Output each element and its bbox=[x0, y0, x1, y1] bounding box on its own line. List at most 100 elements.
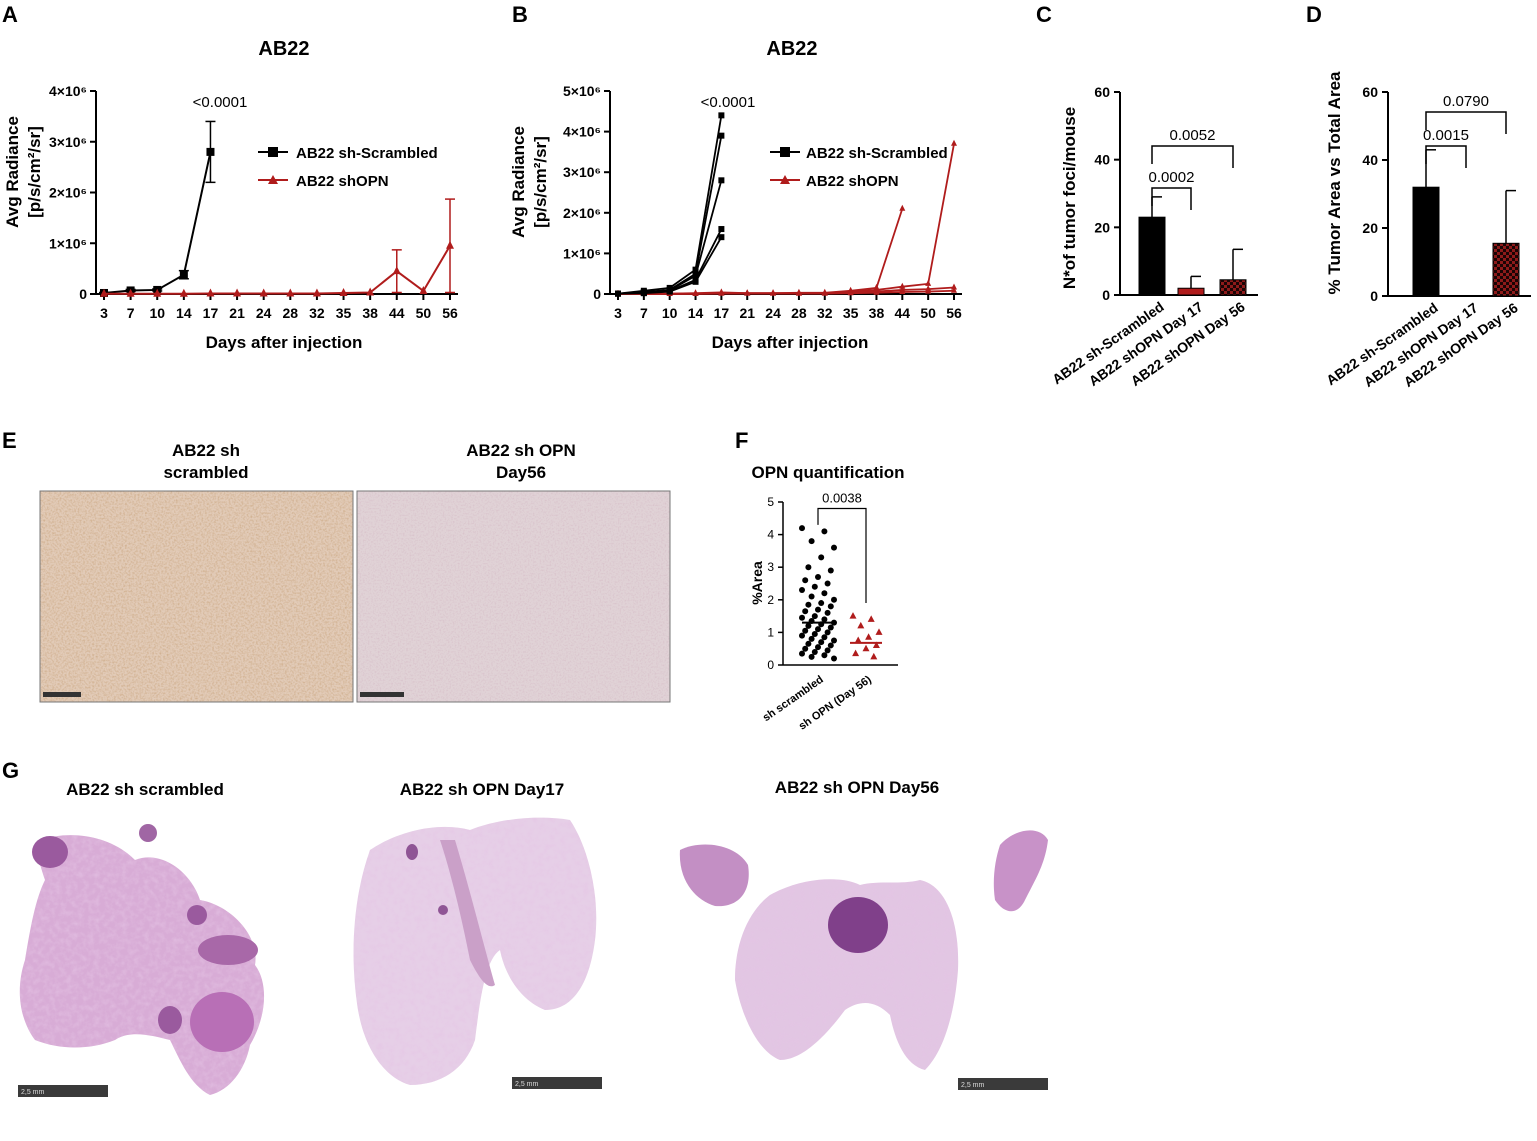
x-tick-label: 38 bbox=[869, 305, 885, 321]
scatter-point-shopn bbox=[849, 612, 857, 619]
x-tick-label: 28 bbox=[791, 305, 807, 321]
image-e-right-title-1: AB22 sh OPN bbox=[466, 441, 576, 460]
data-point-shopn bbox=[392, 266, 401, 275]
x-tick-label: 7 bbox=[127, 305, 135, 321]
scatter-point-scrambled bbox=[821, 652, 828, 659]
data-point-shopn bbox=[692, 290, 699, 296]
scatter-point-scrambled bbox=[811, 613, 818, 620]
chart-b-ylabel-1: Avg Radiance bbox=[509, 126, 528, 238]
panel-letter-e: E bbox=[2, 428, 17, 453]
data-point-shopn bbox=[312, 288, 321, 297]
scatter-point-scrambled bbox=[799, 632, 805, 639]
y-tick-label: 40 bbox=[1094, 152, 1110, 168]
x-tick-label: 21 bbox=[739, 305, 755, 321]
data-point-shopn bbox=[951, 139, 957, 146]
y-tick-label: 5×10⁶ bbox=[563, 83, 601, 99]
data-point-scrambled bbox=[692, 278, 699, 285]
scale-bar-g-b bbox=[512, 1077, 602, 1089]
panel-letter-c: C bbox=[1036, 2, 1052, 27]
chart-a-xlabel: Days after injection bbox=[206, 333, 363, 352]
scatter-point-shopn bbox=[875, 628, 883, 635]
scatter-point-scrambled bbox=[805, 601, 812, 608]
y-tick-label: 1×10⁶ bbox=[49, 235, 87, 251]
scale-label-g-a: 2,5 mm bbox=[21, 1089, 45, 1096]
scatter-point-scrambled bbox=[805, 640, 812, 647]
mouse-line-scrambled bbox=[617, 180, 723, 295]
scatter-point-scrambled bbox=[799, 587, 805, 594]
scatter-point-scrambled bbox=[824, 647, 831, 654]
y-tick-label: 3 bbox=[767, 560, 774, 574]
comparison-bracket bbox=[1151, 145, 1234, 168]
x-tick-label: 44 bbox=[895, 305, 911, 321]
x-tick-label: 24 bbox=[765, 305, 781, 321]
data-point-scrambled bbox=[692, 272, 699, 279]
y-tick-label: 40 bbox=[1362, 152, 1378, 168]
y-tick-label: 4×10⁶ bbox=[49, 83, 87, 99]
chart-b-line-plot: AB22 Avg Radiance [p/s/cm²/sr] Days afte… bbox=[509, 38, 962, 352]
scatter-point-scrambled bbox=[799, 525, 805, 532]
y-tick-label: 0 bbox=[593, 286, 601, 302]
scatter-point-shopn bbox=[865, 633, 873, 640]
data-point-scrambled bbox=[615, 290, 621, 297]
panel-e-ihc-images: AB22 sh scrambled AB22 sh OPN Day56 bbox=[39, 441, 671, 703]
y-tick-label: 20 bbox=[1362, 220, 1378, 236]
y-tick-label: 20 bbox=[1094, 219, 1110, 235]
scatter-point-scrambled bbox=[824, 609, 831, 616]
data-point-shopn bbox=[259, 288, 268, 297]
chart-a-ylabel-1: Avg Radiance bbox=[3, 116, 22, 228]
x-tick-label: 3 bbox=[100, 305, 108, 321]
scatter-point-shopn bbox=[854, 636, 862, 644]
data-point-shopn bbox=[233, 288, 242, 297]
comparison-p-value: 0.0015 bbox=[1423, 127, 1469, 144]
x-tick-label: 35 bbox=[843, 305, 859, 321]
chart-a-legend-shopn: AB22 shOPN bbox=[296, 173, 389, 190]
legend-marker-scrambled bbox=[268, 147, 278, 157]
he-lung-shopn-day17: 2,5 mm bbox=[353, 817, 602, 1089]
scatter-point-scrambled bbox=[805, 622, 812, 629]
scatter-point-scrambled bbox=[808, 593, 815, 600]
scatter-point-scrambled bbox=[799, 614, 805, 621]
data-point-scrambled bbox=[718, 112, 725, 119]
series-line-shopn bbox=[104, 245, 451, 295]
scatter-point-scrambled bbox=[815, 606, 821, 613]
scatter-point-scrambled bbox=[802, 645, 809, 652]
x-tick-label: 17 bbox=[714, 305, 730, 321]
scatter-point-scrambled bbox=[818, 600, 825, 607]
scatter-point-scrambled bbox=[815, 573, 821, 580]
panel-letter-a: A bbox=[2, 2, 18, 27]
scale-bar-g-c bbox=[958, 1078, 1048, 1090]
data-point-scrambled bbox=[718, 234, 725, 241]
y-tick-label: 1×10⁶ bbox=[563, 245, 601, 261]
y-tick-label: 2×10⁶ bbox=[49, 185, 87, 201]
chart-b-annotation: <0.0001 bbox=[701, 94, 756, 111]
scatter-point-scrambled bbox=[815, 644, 821, 651]
x-tick-label: 14 bbox=[688, 305, 704, 321]
scatter-point-scrambled bbox=[805, 564, 812, 571]
chart-a-title: AB22 bbox=[258, 38, 309, 60]
x-tick-label: 21 bbox=[229, 305, 245, 321]
scatter-point-scrambled bbox=[802, 627, 809, 634]
chart-f-ylabel: %Area bbox=[749, 561, 765, 605]
scatter-point-shopn bbox=[862, 644, 870, 652]
image-g-b-title: AB22 sh OPN Day17 bbox=[400, 780, 564, 799]
data-point-shopn bbox=[286, 288, 295, 297]
panel-letter-g: G bbox=[2, 758, 19, 783]
y-tick-label: 2×10⁶ bbox=[563, 205, 601, 221]
comparison-bracket bbox=[1425, 145, 1467, 168]
data-point-shopn bbox=[419, 285, 428, 294]
data-point-shopn bbox=[100, 288, 108, 297]
panel-letter-d: D bbox=[1306, 2, 1322, 27]
scatter-point-scrambled bbox=[827, 642, 834, 649]
y-tick-label: 2 bbox=[767, 593, 774, 607]
comparison-bracket bbox=[1425, 111, 1507, 134]
x-tick-label: 7 bbox=[640, 305, 648, 321]
scatter-point-scrambled bbox=[811, 631, 818, 638]
bar bbox=[1138, 216, 1166, 296]
mouse-line-shopn bbox=[618, 143, 955, 295]
scatter-point-scrambled bbox=[815, 626, 821, 633]
data-point-scrambled bbox=[640, 290, 647, 297]
scatter-point-scrambled bbox=[821, 634, 828, 641]
y-tick-label: 0 bbox=[767, 658, 774, 672]
